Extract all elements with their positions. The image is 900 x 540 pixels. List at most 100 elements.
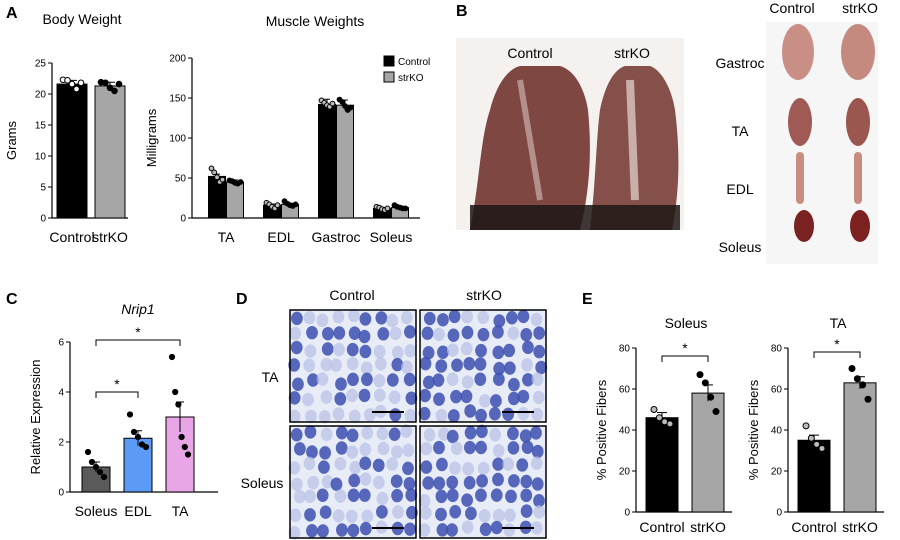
control-soleus-muscle [794, 210, 814, 242]
muscle-fiber [372, 458, 385, 473]
muscle-fiber [531, 372, 544, 386]
muscle-fiber [464, 440, 476, 455]
muscle-fiber [520, 327, 533, 342]
micrograph-border [289, 309, 417, 423]
panel-letter-a: A [6, 5, 18, 22]
muscle-fiber [373, 344, 386, 359]
bar [56, 83, 88, 219]
legend-swatch [383, 55, 395, 67]
y-axis-label: Relative Expression [28, 360, 43, 475]
y-tick-label: 200 [169, 54, 186, 65]
data-point [88, 458, 96, 466]
micrograph-row-soleus: Soleus [241, 475, 284, 491]
muscle-fiber [502, 457, 515, 471]
muscle-fiber [335, 441, 348, 455]
muscle-fiber [361, 426, 374, 440]
muscle-label-ta: TA [732, 123, 750, 139]
muscle-fiber [490, 520, 503, 535]
data-point [707, 393, 715, 401]
muscle-label-control: Control [769, 0, 814, 16]
muscle-fiber [347, 372, 359, 387]
muscle-fiber [479, 522, 492, 537]
muscle-fiber [319, 446, 331, 460]
muscle-fiber [345, 509, 358, 524]
muscle-fiber [330, 358, 342, 372]
x-category-label: strKO [690, 519, 726, 535]
muscle-fiber [288, 526, 301, 540]
muscle-fiber [503, 523, 516, 537]
muscle-fiber [533, 344, 546, 359]
muscle-fiber [492, 345, 505, 360]
muscle-fiber [460, 389, 473, 404]
data-point [102, 79, 109, 87]
data-point [219, 176, 226, 183]
muscle-fiber [533, 326, 546, 340]
muscle-fiber [334, 456, 347, 471]
data-point [84, 448, 92, 456]
muscle-fiber [322, 326, 334, 341]
data-point [848, 365, 856, 372]
muscle-fiber [386, 457, 398, 471]
muscle-fiber [461, 375, 474, 389]
muscle-fiber [475, 408, 487, 423]
bar [843, 382, 877, 513]
muscle-fiber [335, 377, 347, 391]
muscle-fiber [404, 522, 416, 536]
muscle-label-soleus: Soleus [719, 239, 762, 255]
muscle-fiber [316, 488, 329, 502]
muscle-fiber [436, 523, 449, 537]
bar [94, 85, 126, 219]
muscle-fiber [447, 409, 460, 423]
micrograph-soleus-control [288, 424, 418, 540]
muscle-fiber [506, 311, 518, 325]
panel-letter-e: E [582, 291, 593, 308]
muscle-fiber [358, 329, 371, 344]
muscle-fiber [508, 377, 520, 392]
data-point [184, 451, 192, 458]
muscle-fiber [490, 394, 502, 408]
muscle-fiber [474, 357, 487, 371]
muscle-fiber [502, 407, 515, 422]
y-tick-label: 40 [619, 426, 631, 437]
data-point [813, 440, 821, 448]
x-category-label: EDL [124, 503, 151, 519]
muscle-fiber [522, 373, 534, 387]
data-point [384, 205, 391, 212]
muscle-fiber [348, 308, 360, 323]
y-tick-label: 40 [771, 426, 783, 437]
muscle-fiber [475, 488, 487, 502]
muscle-fiber [402, 443, 415, 458]
data-point [68, 80, 76, 88]
muscle-fiber [289, 508, 302, 522]
muscle-fiber [435, 489, 448, 504]
muscle-fiber [358, 388, 371, 403]
chart-title: Nrip1 [121, 301, 154, 317]
muscle-fiber [435, 408, 448, 423]
muscle-fiber [520, 488, 533, 503]
muscle-fiber [386, 313, 399, 328]
micrograph-col-control: Control [329, 287, 374, 303]
muscle-fiber [361, 372, 373, 387]
muscle-fiber [320, 427, 333, 442]
muscle-fiber [519, 429, 532, 443]
data-point [115, 80, 123, 88]
muscle-fiber [493, 361, 506, 376]
photo-label-strko: strKO [614, 45, 650, 61]
muscle-fiber [488, 406, 501, 421]
muscle-fiber [388, 390, 401, 404]
muscle-label-gastroc: Gastroc [715, 55, 764, 71]
y-axis-label: % Positive Fibers [746, 379, 761, 480]
muscle-fiber [290, 340, 303, 355]
muscle-fiber [422, 476, 435, 490]
y-tick-label: 80 [619, 344, 631, 355]
data-point [73, 85, 80, 93]
y-tick-label: 60 [619, 385, 631, 396]
data-point [168, 353, 176, 361]
micrograph-border [419, 309, 547, 423]
muscle-fiber [388, 427, 401, 441]
muscle-fiber [418, 494, 431, 508]
x-category-label: Control [791, 519, 836, 535]
chart-muscle-weights: 0 50 100 150 200 Milligrams Muscle Weights TA ED… [144, 13, 430, 245]
muscle-fiber [461, 520, 474, 534]
muscle-fiber [359, 472, 372, 486]
